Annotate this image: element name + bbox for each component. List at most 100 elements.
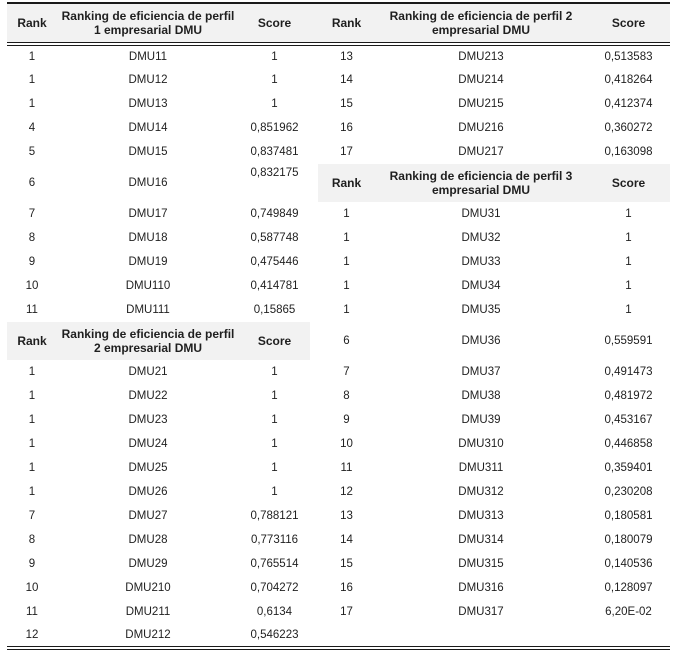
left-score-cell: 1 bbox=[271, 462, 278, 474]
table-row: 1 DMU21 1 7 DMU37 0,491473 bbox=[7, 360, 670, 384]
table-row: 11 DMU111 0,15865 1 DMU35 1 bbox=[7, 298, 670, 322]
gutter-cell bbox=[310, 360, 318, 384]
right-rank-cell: 1 bbox=[343, 304, 350, 316]
left-score-cell: 1 bbox=[271, 51, 278, 63]
right-score-cell: 1 bbox=[625, 256, 632, 268]
right-rank-header: Rank bbox=[318, 164, 375, 202]
table-row: 1 DMU22 1 8 DMU38 0,481972 bbox=[7, 384, 670, 408]
left-rank-cell: 1 bbox=[28, 438, 36, 450]
table-row: 10 DMU210 0,704272 16 DMU316 0,128097 bbox=[7, 576, 670, 600]
right-score-header: Score bbox=[587, 164, 670, 202]
right-dmu-cell-empty bbox=[375, 624, 587, 650]
right-dmu-cell: DMU34 bbox=[461, 280, 501, 292]
right-score-cell: 0,180581 bbox=[604, 510, 653, 522]
left-rank-cell: 9 bbox=[28, 256, 36, 268]
right-score-cell: 0,491473 bbox=[604, 366, 653, 378]
left-dmu-cell: DMU16 bbox=[128, 177, 168, 189]
left-dmu-cell: DMU17 bbox=[128, 208, 168, 220]
table-header-row: Rank Ranking de eficiencia de perfil 1 em… bbox=[7, 3, 670, 46]
table-row: 1 DMU11 1 13 DMU213 0,513583 bbox=[7, 44, 670, 68]
right-score-cell: 0,140536 bbox=[604, 558, 653, 570]
right-dmu-cell: DMU315 bbox=[458, 558, 504, 570]
left-score-cell: 0,851962 bbox=[250, 122, 299, 134]
gutter-cell bbox=[310, 456, 318, 480]
table-row: 9 DMU19 0,475446 1 DMU33 1 bbox=[7, 250, 670, 274]
left-dmu-cell: DMU25 bbox=[128, 462, 168, 474]
right-rank-cell-empty bbox=[318, 624, 375, 650]
right-dmu-cell: DMU310 bbox=[458, 438, 504, 450]
right-score-cell: 0,360272 bbox=[604, 122, 653, 134]
table-row: 8 DMU28 0,773116 14 DMU314 0,180079 bbox=[7, 528, 670, 552]
right-rank-cell: 13 bbox=[340, 51, 353, 63]
right-rank-cell: 13 bbox=[340, 510, 353, 522]
left-dmu-cell: DMU23 bbox=[128, 414, 168, 426]
left-score-header: Score bbox=[239, 3, 310, 46]
right-dmu-cell: DMU39 bbox=[461, 414, 501, 426]
gutter-cell bbox=[310, 164, 318, 202]
left-rank-cell: 12 bbox=[7, 624, 57, 650]
left-rank-header: Rank bbox=[7, 3, 57, 46]
left-score-cell: 0,773116 bbox=[250, 534, 299, 546]
left-score-cell: 0,765514 bbox=[250, 558, 299, 570]
table-row: 1 DMU13 1 15 DMU215 0,412374 bbox=[7, 92, 670, 116]
right-score-cell: 0,163098 bbox=[604, 146, 653, 158]
left-score-cell: 0,414781 bbox=[250, 280, 299, 292]
right-score-cell: 0,412374 bbox=[604, 98, 653, 110]
right-rank-cell: 7 bbox=[343, 366, 350, 378]
left-score-cell: 1 bbox=[271, 414, 278, 426]
table-row: 7 DMU17 0,749849 1 DMU31 1 bbox=[7, 202, 670, 226]
right-dmu-cell: DMU217 bbox=[458, 146, 504, 158]
left-rank-cell: 10 bbox=[25, 280, 39, 292]
right-score-cell: 0,559591 bbox=[604, 335, 653, 347]
right-score-cell: 0,453167 bbox=[604, 414, 653, 426]
left-dmu-cell: DMU13 bbox=[128, 98, 168, 110]
table-body: Rank Ranking de eficiencia de perfil 1 em… bbox=[7, 3, 670, 650]
left-rank-cell: 11 bbox=[26, 606, 38, 618]
efficiency-ranking-table: Rank Ranking de eficiencia de perfil 1 em… bbox=[7, 2, 670, 650]
left-rank-cell: 1 bbox=[28, 74, 36, 86]
gutter-cell bbox=[310, 68, 318, 92]
gutter-cell bbox=[310, 624, 318, 650]
right-dmu-cell: DMU314 bbox=[458, 534, 504, 546]
right-dmu-cell: DMU36 bbox=[461, 335, 501, 347]
left-rank-cell: 1 bbox=[28, 98, 36, 110]
right-dmu-cell: DMU33 bbox=[461, 256, 501, 268]
right-dmu-cell: DMU312 bbox=[458, 486, 504, 498]
right-score-cell: 0,230208 bbox=[604, 486, 653, 498]
left-dmu-cell: DMU19 bbox=[128, 256, 168, 268]
right-rank-cell: 1 bbox=[343, 232, 350, 244]
left-rank-cell: 10 bbox=[25, 582, 39, 594]
right-rank-cell: 6 bbox=[343, 335, 350, 347]
table-row: 12 DMU212 0,546223 bbox=[7, 624, 670, 650]
table-row: 10 DMU110 0,414781 1 DMU34 1 bbox=[7, 274, 670, 298]
gutter-cell bbox=[310, 140, 318, 164]
right-dmu-cell: DMU32 bbox=[461, 232, 501, 244]
left-score-cell: 1 bbox=[271, 74, 278, 86]
table-row: 9 DMU29 0,765514 15 DMU315 0,140536 bbox=[7, 552, 670, 576]
table-row: 1 DMU25 1 11 DMU311 0,359401 bbox=[7, 456, 670, 480]
left-dmu-cell: DMU110 bbox=[125, 280, 171, 292]
gutter-cell bbox=[310, 116, 318, 140]
right-score-cell: 1 bbox=[625, 280, 632, 292]
left-rank-cell: 1 bbox=[28, 462, 36, 474]
left-score-header: Score bbox=[239, 322, 310, 360]
right-rank-header: Rank bbox=[318, 3, 375, 46]
right-dmu-cell: DMU38 bbox=[461, 390, 501, 402]
right-score-cell: 1 bbox=[625, 304, 632, 316]
left-rank-cell: 1 bbox=[28, 486, 36, 498]
right-score-cell: 0,180079 bbox=[604, 534, 653, 546]
left-rank-header: Rank bbox=[7, 322, 57, 360]
right-dmu-cell: DMU216 bbox=[458, 122, 504, 134]
left-rank-cell: 1 bbox=[28, 390, 36, 402]
table-row: 1 DMU12 1 14 DMU214 0,418264 bbox=[7, 68, 670, 92]
table-row: 4 DMU14 0,851962 16 DMU216 0,360272 bbox=[7, 116, 670, 140]
right-rank-cell: 16 bbox=[340, 122, 353, 134]
right-score-cell: 0,128097 bbox=[604, 582, 653, 594]
left-rank-cell: 6 bbox=[28, 177, 36, 189]
right-rank-cell: 9 bbox=[343, 414, 350, 426]
gutter-cell bbox=[310, 92, 318, 116]
right-score-cell-empty bbox=[587, 624, 670, 650]
gutter-cell bbox=[310, 576, 318, 600]
left-dmu-cell: DMU22 bbox=[128, 390, 168, 402]
left-dmu-cell: DMU26 bbox=[128, 486, 168, 498]
